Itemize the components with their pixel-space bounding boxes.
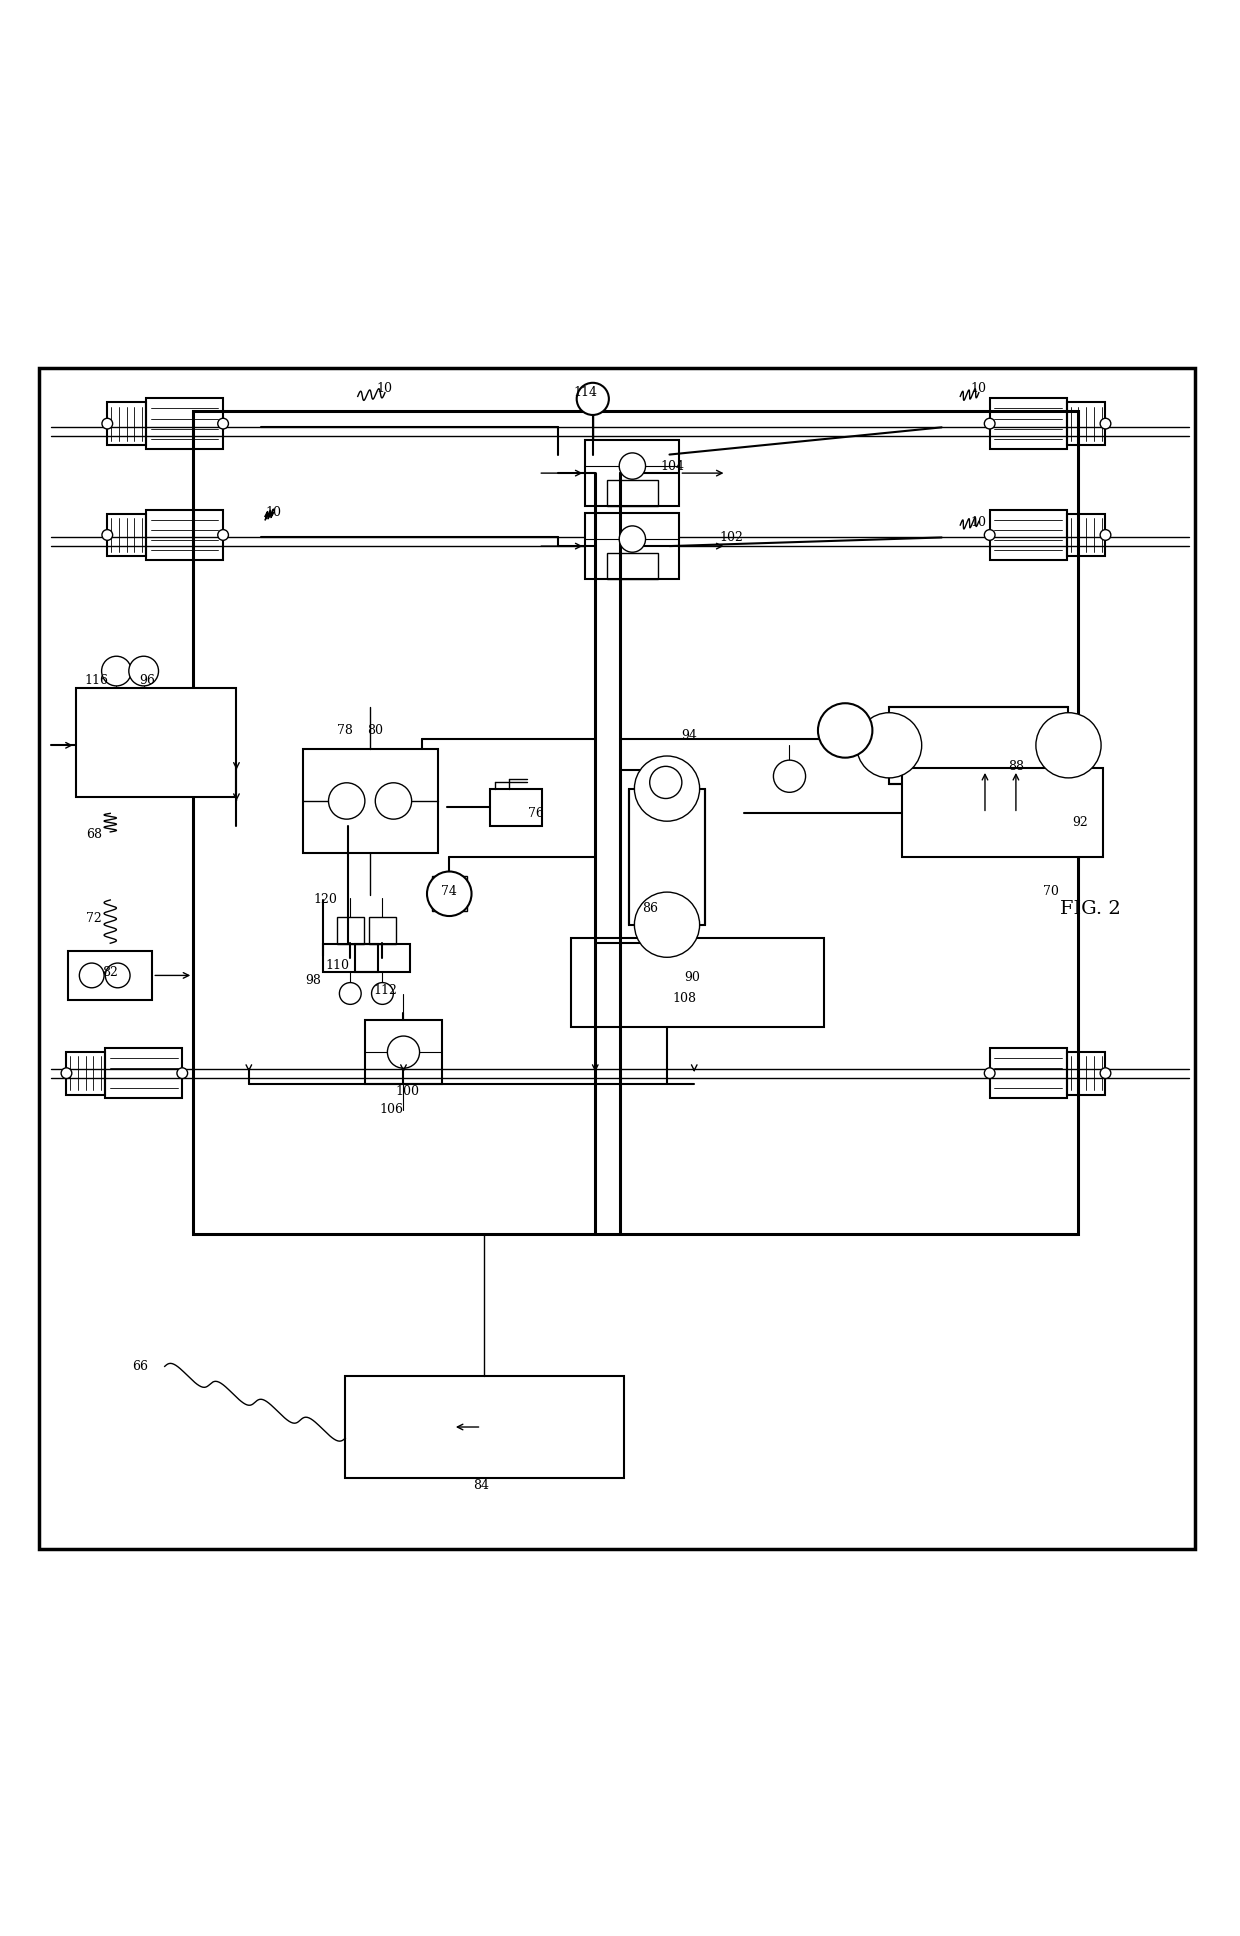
Bar	[570, 939, 825, 1028]
Circle shape	[619, 453, 646, 480]
Bar	[889, 707, 1069, 784]
Circle shape	[650, 767, 682, 798]
Text: 70: 70	[1043, 885, 1059, 898]
Text: 112: 112	[373, 983, 397, 997]
Circle shape	[774, 761, 806, 792]
Circle shape	[635, 755, 699, 821]
Bar	[146, 399, 223, 449]
Text: 96: 96	[139, 674, 155, 687]
Text: 84: 84	[474, 1479, 490, 1491]
Bar	[629, 788, 706, 925]
Circle shape	[985, 530, 994, 540]
Text: 10: 10	[265, 505, 281, 519]
Bar	[365, 1020, 443, 1084]
Text: 74: 74	[441, 885, 458, 898]
Bar	[1066, 1051, 1106, 1094]
Bar	[76, 689, 237, 798]
Circle shape	[427, 871, 471, 916]
Circle shape	[105, 962, 130, 987]
Bar	[585, 439, 680, 505]
Circle shape	[387, 1036, 419, 1069]
Circle shape	[218, 418, 228, 430]
Bar	[432, 877, 466, 912]
Bar	[108, 403, 146, 445]
Circle shape	[577, 383, 609, 414]
Text: 86: 86	[641, 902, 657, 916]
Circle shape	[1100, 1069, 1111, 1078]
Bar	[193, 410, 1078, 1233]
Text: 78: 78	[337, 724, 353, 738]
Bar	[606, 554, 658, 579]
Bar	[606, 480, 658, 505]
Text: 100: 100	[396, 1086, 419, 1098]
Text: 76: 76	[528, 807, 544, 819]
Bar	[990, 399, 1066, 449]
Circle shape	[376, 782, 412, 819]
Bar	[355, 945, 409, 972]
Circle shape	[340, 983, 361, 1005]
Text: 104: 104	[660, 461, 684, 474]
Circle shape	[177, 1069, 187, 1078]
Text: 116: 116	[84, 674, 109, 687]
Bar	[68, 951, 153, 1001]
Circle shape	[857, 712, 921, 778]
Bar	[990, 1047, 1066, 1098]
Circle shape	[329, 782, 365, 819]
Text: 108: 108	[672, 993, 697, 1005]
Circle shape	[372, 983, 393, 1005]
Circle shape	[102, 530, 113, 540]
Text: 66: 66	[131, 1359, 148, 1373]
Circle shape	[79, 962, 104, 987]
Text: 110: 110	[326, 958, 350, 972]
Circle shape	[985, 418, 994, 430]
Bar	[67, 1051, 105, 1094]
Text: 82: 82	[103, 966, 118, 980]
Text: 106: 106	[379, 1102, 403, 1115]
Text: 114: 114	[573, 385, 598, 399]
Circle shape	[102, 656, 131, 685]
Bar	[368, 918, 396, 945]
Circle shape	[129, 656, 159, 685]
Bar	[1066, 403, 1106, 445]
Circle shape	[102, 418, 113, 430]
Bar	[990, 509, 1066, 560]
Bar	[105, 1047, 182, 1098]
Circle shape	[635, 892, 699, 956]
Text: 94: 94	[681, 728, 697, 741]
Circle shape	[1100, 418, 1111, 430]
Text: 10: 10	[971, 383, 987, 395]
Text: 98: 98	[305, 974, 321, 987]
Bar	[324, 945, 377, 972]
Bar	[490, 788, 542, 827]
Bar	[303, 749, 438, 854]
Bar	[901, 767, 1102, 856]
Text: 90: 90	[683, 972, 699, 983]
Circle shape	[1035, 712, 1101, 778]
Text: 80: 80	[367, 724, 383, 738]
Text: 92: 92	[1073, 815, 1089, 829]
Circle shape	[61, 1069, 72, 1078]
Text: 120: 120	[314, 892, 337, 906]
Circle shape	[218, 530, 228, 540]
Bar	[337, 918, 363, 945]
Text: 10: 10	[377, 383, 393, 395]
Circle shape	[818, 703, 873, 757]
Text: FIG. 2: FIG. 2	[1060, 900, 1121, 918]
Text: 102: 102	[719, 530, 743, 544]
Text: 72: 72	[87, 912, 102, 925]
Circle shape	[985, 1069, 994, 1078]
Bar	[108, 513, 146, 556]
Circle shape	[619, 527, 646, 552]
Text: 88: 88	[1008, 759, 1024, 772]
Bar	[1066, 513, 1106, 556]
Circle shape	[1100, 530, 1111, 540]
Bar	[345, 1376, 624, 1477]
Bar	[146, 509, 223, 560]
Text: 68: 68	[87, 829, 102, 840]
Bar	[585, 513, 680, 579]
Text: 10: 10	[971, 517, 987, 529]
